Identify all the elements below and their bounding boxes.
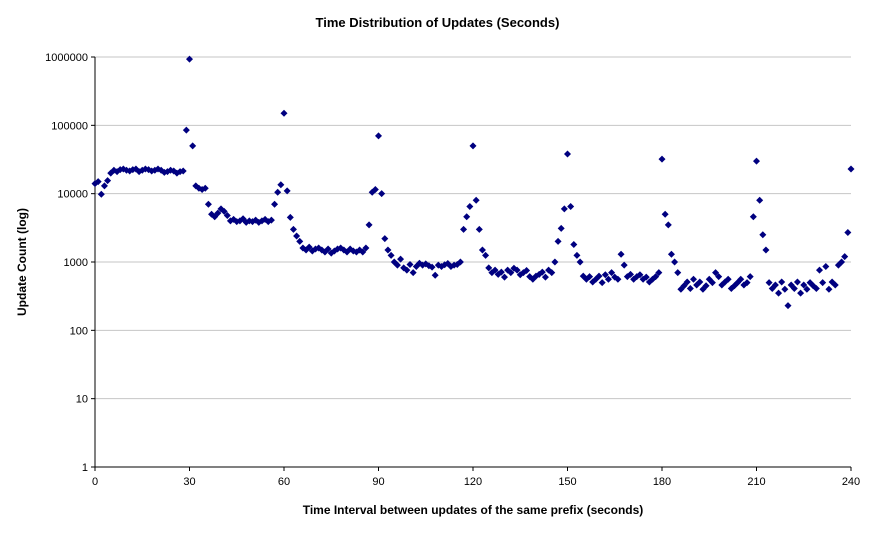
svg-text:100000: 100000 [51, 120, 88, 132]
svg-text:180: 180 [653, 476, 671, 488]
svg-text:1: 1 [82, 462, 88, 474]
svg-text:240: 240 [842, 476, 860, 488]
svg-text:100: 100 [70, 325, 88, 337]
svg-text:1000000: 1000000 [45, 52, 88, 64]
svg-text:210: 210 [747, 476, 765, 488]
svg-text:0: 0 [92, 476, 98, 488]
svg-text:30: 30 [183, 476, 195, 488]
svg-text:10: 10 [76, 394, 88, 406]
chart-title: Time Distribution of Updates (Seconds) [315, 15, 560, 30]
svg-text:120: 120 [464, 476, 482, 488]
svg-text:1000: 1000 [64, 257, 88, 269]
svg-text:60: 60 [278, 476, 290, 488]
svg-text:90: 90 [372, 476, 384, 488]
svg-text:10000: 10000 [57, 189, 88, 201]
svg-text:150: 150 [558, 476, 576, 488]
x-axis-label: Time Interval between updates of the sam… [302, 503, 644, 517]
